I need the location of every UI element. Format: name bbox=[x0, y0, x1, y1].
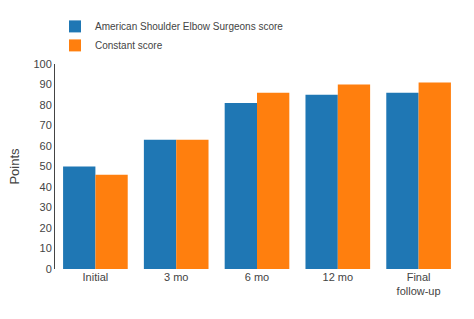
svg-text:90: 90 bbox=[40, 78, 52, 90]
svg-text:Points: Points bbox=[7, 148, 22, 185]
svg-text:Initial: Initial bbox=[83, 271, 109, 283]
svg-text:12 mo: 12 mo bbox=[323, 271, 354, 283]
svg-text:Finalfollow-up: Finalfollow-up bbox=[397, 271, 441, 297]
svg-text:60: 60 bbox=[40, 140, 52, 152]
svg-text:0: 0 bbox=[46, 263, 52, 275]
svg-text:10: 10 bbox=[40, 242, 52, 254]
svg-text:70: 70 bbox=[40, 119, 52, 131]
svg-text:Constant score: Constant score bbox=[95, 40, 163, 51]
svg-text:6 mo: 6 mo bbox=[245, 271, 269, 283]
svg-text:40: 40 bbox=[40, 181, 52, 193]
svg-text:20: 20 bbox=[40, 222, 52, 234]
svg-text:3 mo: 3 mo bbox=[164, 271, 188, 283]
svg-text:100: 100 bbox=[33, 58, 51, 70]
svg-text:50: 50 bbox=[40, 160, 52, 172]
svg-text:80: 80 bbox=[40, 99, 52, 111]
svg-text:American Shoulder Elbow Surgeo: American Shoulder Elbow Surgeons score bbox=[95, 21, 283, 32]
svg-text:30: 30 bbox=[40, 201, 52, 213]
